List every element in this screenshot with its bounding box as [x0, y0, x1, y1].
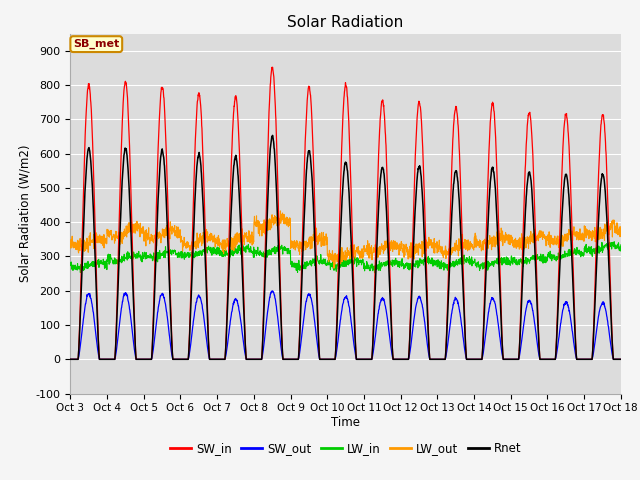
- LW_out: [506, 233, 514, 239]
- Rnet: [506, 357, 513, 362]
- Rnet: [568, 267, 576, 273]
- Line: LW_out: LW_out: [70, 211, 621, 268]
- Rnet: [67, 357, 74, 362]
- SW_in: [362, 357, 369, 362]
- Legend: SW_in, SW_out, LW_in, LW_out, Rnet: SW_in, SW_out, LW_in, LW_out, Rnet: [165, 437, 526, 460]
- Rnet: [269, 132, 276, 138]
- SW_in: [617, 357, 625, 362]
- LW_out: [362, 247, 370, 252]
- Line: Rnet: Rnet: [70, 135, 621, 360]
- SW_out: [617, 357, 625, 362]
- LW_out: [584, 228, 592, 233]
- LW_in: [617, 242, 625, 248]
- LW_in: [362, 264, 369, 269]
- Rnet: [374, 226, 381, 232]
- SW_out: [506, 357, 513, 362]
- SW_in: [584, 357, 591, 362]
- Rnet: [362, 357, 369, 362]
- LW_out: [330, 265, 338, 271]
- SW_out: [568, 328, 576, 334]
- LW_in: [611, 239, 618, 244]
- SW_out: [584, 357, 591, 362]
- SW_out: [269, 288, 276, 294]
- LW_in: [568, 252, 576, 257]
- SW_out: [362, 357, 369, 362]
- LW_in: [445, 270, 453, 276]
- Line: SW_in: SW_in: [70, 67, 621, 360]
- LW_out: [67, 239, 74, 245]
- SW_out: [374, 315, 381, 321]
- Rnet: [220, 357, 228, 362]
- LW_in: [67, 263, 74, 268]
- LW_out: [276, 208, 284, 214]
- LW_in: [374, 265, 381, 271]
- SW_out: [67, 357, 74, 362]
- Y-axis label: Solar Radiation (W/m2): Solar Radiation (W/m2): [19, 145, 31, 282]
- X-axis label: Time: Time: [331, 416, 360, 429]
- LW_out: [617, 224, 625, 229]
- SW_out: [220, 357, 228, 362]
- LW_in: [584, 247, 591, 252]
- Rnet: [617, 357, 625, 362]
- SW_in: [506, 357, 513, 362]
- SW_in: [67, 357, 74, 362]
- Rnet: [584, 357, 591, 362]
- LW_out: [220, 243, 228, 249]
- Text: SB_met: SB_met: [73, 39, 120, 49]
- LW_out: [374, 254, 381, 260]
- SW_in: [268, 64, 276, 70]
- LW_in: [220, 250, 228, 256]
- SW_in: [374, 181, 381, 187]
- SW_in: [568, 238, 576, 244]
- Title: Solar Radiation: Solar Radiation: [287, 15, 404, 30]
- Line: LW_in: LW_in: [70, 241, 621, 273]
- LW_out: [569, 238, 577, 243]
- Line: SW_out: SW_out: [70, 291, 621, 360]
- LW_in: [506, 262, 513, 268]
- SW_in: [220, 357, 228, 362]
